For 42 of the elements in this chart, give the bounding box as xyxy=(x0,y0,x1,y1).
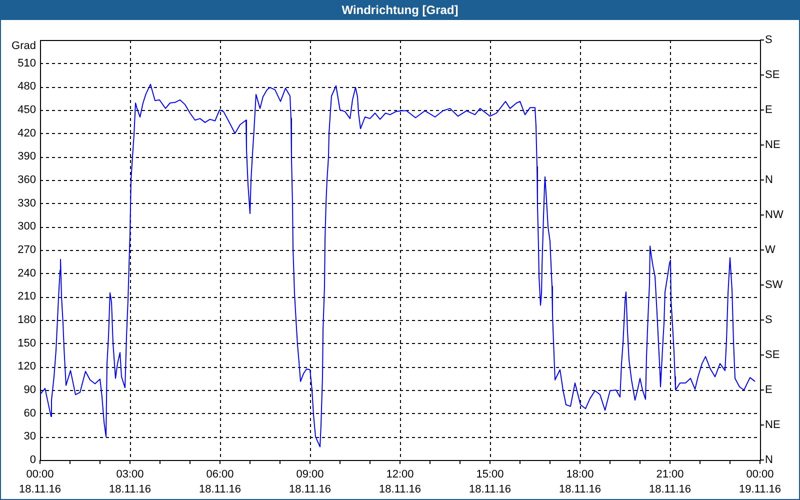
y-tick-label: 300 xyxy=(18,220,36,233)
x-tick-label: 15:00 18.11.16 xyxy=(468,468,512,496)
x-tick-label: 18:00 18.11.16 xyxy=(558,468,602,496)
y-tick-label: 150 xyxy=(18,337,36,350)
category-label: SW xyxy=(765,279,783,292)
y-tick-label: 360 xyxy=(18,174,36,186)
category-label: NW xyxy=(765,209,784,222)
y-tick-label: 0 xyxy=(30,454,36,466)
category-label: E xyxy=(765,384,772,396)
y-tick-label: 330 xyxy=(18,197,36,210)
category-label: N xyxy=(765,174,773,186)
y-tick-label: 90 xyxy=(24,384,36,396)
category-label: NE xyxy=(765,139,780,152)
y-tick-label: 60 xyxy=(24,407,36,420)
chart-title: Windrichtung [Grad] xyxy=(340,2,460,19)
category-label: S xyxy=(765,314,772,326)
x-tick-label: 09:00 18.11.16 xyxy=(288,468,332,496)
x-tick-label: 12:00 18.11.16 xyxy=(378,468,422,496)
y-tick-label: 270 xyxy=(18,244,36,256)
y-tick-label: 210 xyxy=(18,290,36,303)
x-tick-label: 00:00 19.11.16 xyxy=(738,468,782,496)
x-tick-label: 03:00 18.11.16 xyxy=(108,468,152,496)
category-label: NE xyxy=(765,419,780,432)
x-tick-label: 21:00 18.11.16 xyxy=(648,468,692,496)
category-label: E xyxy=(765,104,772,116)
y-tick-label: 180 xyxy=(18,314,36,326)
y-tick-label: 120 xyxy=(18,360,36,373)
y-tick-label: 390 xyxy=(18,150,36,163)
category-label: SE xyxy=(765,69,780,82)
y-tick-label: 510 xyxy=(18,57,36,70)
y-tick-label: 480 xyxy=(18,80,36,93)
category-label: S xyxy=(765,34,772,46)
y-axis-title: Grad xyxy=(12,40,36,52)
y-tick-label: 450 xyxy=(18,104,36,116)
y-tick-label: 240 xyxy=(18,267,36,280)
category-label: N xyxy=(765,454,773,466)
category-label: W xyxy=(765,244,776,256)
y-tick-label: 420 xyxy=(18,127,36,140)
category-label: SE xyxy=(765,349,780,362)
y-tick-label: 30 xyxy=(24,430,36,443)
x-tick-label: 00:00 18.11.16 xyxy=(18,468,62,496)
x-tick-label: 06:00 18.11.16 xyxy=(198,468,242,496)
